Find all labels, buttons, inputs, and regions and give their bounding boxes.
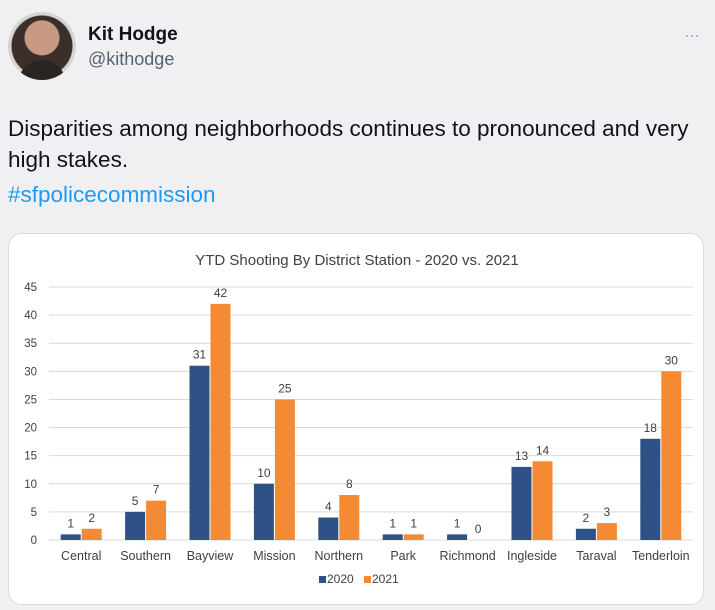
author-name[interactable]: Kit Hodge (88, 24, 178, 45)
data-label: 18 (644, 421, 658, 435)
data-label: 0 (475, 522, 482, 536)
y-tick-label: 5 (31, 507, 37, 519)
category-label: Richmond (439, 549, 495, 563)
category-label: Central (61, 549, 101, 563)
chart-image-card[interactable]: YTD Shooting By District Station - 2020 … (8, 233, 704, 605)
category-label: Bayview (187, 549, 235, 563)
data-label: 30 (665, 353, 679, 367)
bar-2020-bayview (189, 365, 210, 540)
category-label: Southern (120, 549, 171, 563)
bar-2020-park (382, 534, 403, 540)
category-label: Park (390, 549, 416, 563)
legend-label: 2021 (372, 572, 399, 586)
hashtag-link[interactable]: #sfpolicecommission (8, 182, 216, 207)
bar-2021-park (403, 534, 424, 540)
author-handle[interactable]: @kithodge (88, 49, 175, 69)
y-tick-label: 45 (24, 282, 37, 294)
data-label: 25 (278, 381, 292, 395)
bar-2020-richmond (447, 534, 468, 540)
bar-2020-tenderloin (640, 438, 661, 540)
data-label: 2 (88, 511, 95, 525)
bar-2021-southern (146, 500, 167, 540)
y-tick-label: 35 (24, 338, 37, 350)
bar-2020-northern (318, 517, 339, 540)
category-label: Mission (253, 549, 295, 563)
y-tick-label: 10 (24, 479, 37, 491)
data-label: 8 (346, 477, 353, 491)
category-label: Taraval (576, 549, 616, 563)
bar-2021-bayview (210, 303, 231, 540)
bar-2021-taraval (596, 523, 617, 540)
bar-2021-northern (339, 495, 360, 540)
data-label: 5 (132, 494, 139, 508)
category-label: Northern (314, 549, 363, 563)
bar-2020-central (60, 534, 81, 540)
data-label: 1 (410, 516, 417, 530)
y-tick-label: 0 (31, 535, 37, 547)
data-label: 31 (193, 348, 207, 362)
data-label: 14 (536, 443, 550, 457)
bar-2021-mission (274, 399, 295, 540)
data-label: 7 (153, 483, 160, 497)
y-tick-label: 40 (24, 310, 37, 322)
data-label: 1 (67, 516, 74, 530)
bar-2021-ingleside (532, 461, 553, 540)
bar-2020-taraval (575, 528, 596, 540)
y-tick-label: 20 (24, 423, 37, 435)
y-tick-label: 25 (24, 394, 37, 406)
avatar[interactable] (8, 12, 76, 80)
bar-2020-southern (125, 511, 146, 540)
category-label: Ingleside (507, 549, 557, 563)
more-options-icon[interactable]: … (684, 24, 701, 41)
y-tick-label: 30 (24, 366, 37, 378)
y-tick-label: 15 (24, 451, 37, 463)
bar-2021-central (81, 528, 102, 540)
legend-label: 2020 (327, 572, 354, 586)
category-label: Tenderloin (632, 549, 690, 563)
chart-title: YTD Shooting By District Station - 2020 … (195, 252, 519, 269)
data-label: 3 (604, 505, 611, 519)
bar-2020-mission (253, 483, 274, 540)
tweet-header: Kit Hodge @kithodge … (0, 0, 715, 95)
data-label: 42 (214, 286, 228, 300)
data-label: 2 (583, 511, 590, 525)
bar-2020-ingleside (511, 466, 532, 540)
data-label: 13 (515, 449, 529, 463)
data-label: 10 (257, 466, 271, 480)
tweet-text: Disparities among neighborhoods continue… (8, 116, 689, 172)
legend-swatch-2021 (364, 576, 371, 583)
data-label: 4 (325, 500, 332, 514)
data-label: 1 (389, 516, 396, 530)
legend-swatch-2020 (319, 576, 326, 583)
data-label: 1 (454, 516, 461, 530)
bar-chart: YTD Shooting By District Station - 2020 … (24, 252, 693, 586)
bar-2021-tenderloin (661, 371, 682, 540)
